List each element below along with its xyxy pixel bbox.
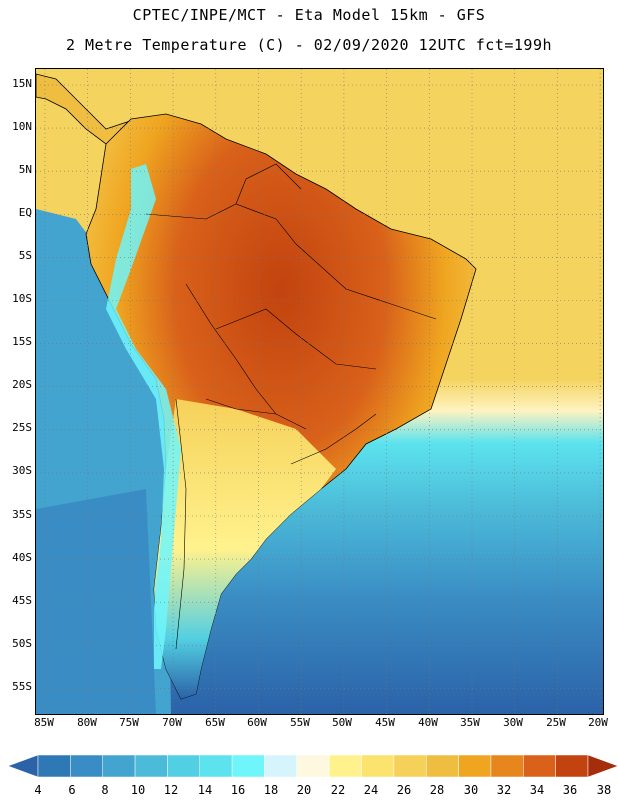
- southern-cone: [154, 399, 336, 699]
- pacific-cold-water: [36, 489, 156, 714]
- legend-tick-label: 8: [101, 783, 109, 797]
- lat-label: 40S: [12, 551, 32, 564]
- legend-tick-label: 38: [596, 783, 612, 797]
- map-title-line-2: 2 Metre Temperature (C) - 02/09/2020 12U…: [65, 36, 553, 54]
- lat-label: 35S: [12, 508, 32, 521]
- legend-color-swatch: [8, 754, 39, 778]
- legend-color-swatch: [167, 754, 201, 778]
- lon-label: 55W: [290, 716, 310, 729]
- legend-tick-label: 34: [529, 783, 545, 797]
- legend-tick-label: 26: [396, 783, 412, 797]
- legend-color-swatch: [264, 754, 298, 778]
- legend-color-swatch: [70, 754, 103, 778]
- lon-label: 75W: [119, 716, 139, 729]
- country-borders: [145, 163, 437, 650]
- lat-label: 15S: [12, 335, 32, 348]
- legend-color-swatch: [231, 754, 265, 778]
- map-panel[interactable]: [35, 68, 604, 715]
- legend-tick-label: 30: [463, 783, 479, 797]
- temperature-color-legend: [8, 754, 618, 778]
- legend-tick-label: 18: [263, 783, 279, 797]
- legend-tick-label: 32: [496, 783, 512, 797]
- legend-tick-label: 12: [163, 783, 179, 797]
- legend-color-swatch: [587, 754, 618, 778]
- map-title-line-1: CPTEC/INPE/MCT - Eta Model 15km - GFS: [132, 6, 486, 24]
- legend-color-swatch: [296, 754, 330, 778]
- lat-label: EQ: [18, 206, 32, 219]
- legend-tick-label: 6: [68, 783, 76, 797]
- lat-label: 10S: [12, 292, 32, 305]
- lat-label: 45S: [12, 594, 32, 607]
- andes-mountains: [106, 164, 181, 669]
- lon-label: 65W: [205, 716, 225, 729]
- legend-color-swatch: [490, 754, 524, 778]
- lon-label: 35W: [460, 716, 480, 729]
- lon-label: 20W: [588, 716, 608, 729]
- legend-color-swatch: [555, 754, 589, 778]
- legend-color-swatch: [102, 754, 136, 778]
- lat-label: 50S: [12, 637, 32, 650]
- lat-label: 25S: [12, 421, 32, 434]
- legend-color-swatch: [37, 754, 71, 778]
- lon-label: 80W: [77, 716, 97, 729]
- lat-label: 30S: [12, 464, 32, 477]
- graticule: [36, 69, 603, 714]
- lat-label: 10N: [12, 120, 32, 133]
- lon-label: 85W: [34, 716, 54, 729]
- lon-label: 70W: [162, 716, 182, 729]
- legend-color-swatch: [393, 754, 427, 778]
- legend-tick-label: 20: [296, 783, 312, 797]
- legend-tick-label: 16: [230, 783, 246, 797]
- lat-label: 5N: [18, 163, 32, 176]
- lon-label: 30W: [503, 716, 523, 729]
- lon-label: 45W: [375, 716, 395, 729]
- lon-label: 60W: [247, 716, 267, 729]
- lon-label: 40W: [418, 716, 438, 729]
- legend-color-swatch: [199, 754, 233, 778]
- legend-tick-label: 22: [330, 783, 346, 797]
- legend-color-swatch: [328, 754, 362, 778]
- legend-tick-label: 36: [562, 783, 578, 797]
- legend-color-swatch: [458, 754, 492, 778]
- lon-label: 50W: [332, 716, 352, 729]
- lon-label: 25W: [546, 716, 566, 729]
- lat-label: 15N: [12, 77, 32, 90]
- legend-color-swatch: [134, 754, 168, 778]
- legend-color-swatch: [523, 754, 556, 778]
- legend-tick-label: 24: [363, 783, 379, 797]
- legend-tick-label: 14: [197, 783, 213, 797]
- lat-label: 5S: [18, 249, 32, 262]
- legend-tick-label: 28: [429, 783, 445, 797]
- legend-color-swatch: [425, 754, 459, 778]
- legend-color-swatch: [361, 754, 395, 778]
- lat-label: 55S: [12, 680, 32, 693]
- legend-tick-label: 4: [34, 783, 42, 797]
- lat-label: 20S: [12, 378, 32, 391]
- legend-tick-label: 10: [130, 783, 146, 797]
